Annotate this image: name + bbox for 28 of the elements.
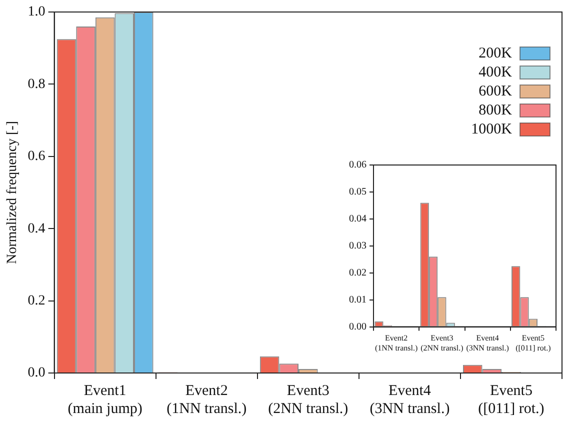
y-tick-label: 0.04 [349,214,366,225]
y-tick-label: 0.6 [28,149,46,164]
legend-label: 800K [478,102,512,118]
x-tick-label: Event5 ([011] rot.) [478,382,544,417]
x-tick-label: Event3 (2NN transl.) [268,382,348,417]
x-tick-label: Event3 (2NN transl.) [420,334,464,352]
y-axis-title: Normalized frequency [-] [5,120,20,264]
x-tick-label: Event2 (1NN transl.) [374,334,418,352]
y-tick-label: 1.0 [28,4,46,20]
y-tick-label: 0.06 [349,160,366,171]
y-tick-label: 0.03 [349,240,366,252]
x-tick-label: Event4 (3NN transl.) [370,382,450,417]
y-tick-label: 0.02 [349,267,366,278]
y-tick-label: 0.2 [28,293,46,308]
y-tick-label: 0.0 [28,366,46,381]
y-tick-label: 0.00 [349,321,366,332]
legend-label: 400K [478,64,512,80]
x-tick-label: Event4 (3NN transl.) [466,334,510,352]
x-tick-label: Event1 (main jump) [68,382,142,417]
legend-label: 200K [478,45,512,62]
y-tick-label: 0.8 [28,76,46,92]
y-tick-label: 0.05 [349,186,366,198]
x-tick-label: Event5 ([011] rot.) [516,334,552,352]
y-tick-label: 0.4 [28,221,46,236]
legend-label: 600K [478,83,512,100]
y-tick-label: 0.01 [349,294,366,306]
legend-label: 1000K [471,121,512,138]
x-tick-label: Event2 (1NN transl.) [166,382,247,417]
